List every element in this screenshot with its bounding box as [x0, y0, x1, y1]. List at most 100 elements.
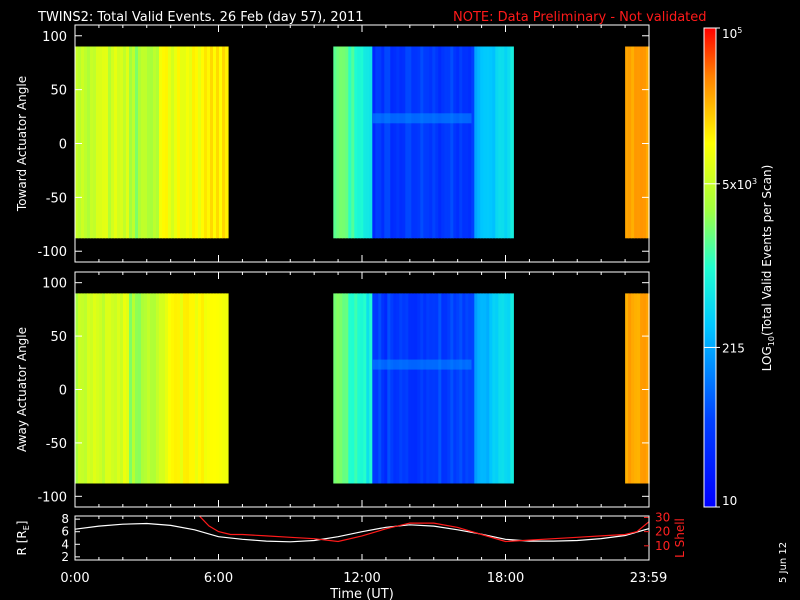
heatmap-cell-column: [471, 46, 475, 239]
heatmap-cell-column: [492, 46, 496, 239]
heatmap-cell-column: [510, 46, 514, 239]
heatmap-cell-column: [507, 293, 511, 484]
heatmap-cell-column: [111, 293, 115, 484]
heatmap-cell-column: [102, 46, 106, 239]
heatmap-cell-column: [210, 46, 214, 239]
heatmap-cell-column: [204, 293, 208, 484]
heatmap-cell-column: [393, 46, 397, 239]
heatmap-cell-column: [640, 293, 644, 484]
x-tick-label: 0:00: [60, 571, 89, 586]
lshell-series-line: [198, 516, 649, 543]
heatmap-cell-column: [477, 46, 481, 239]
x-tick-label: 12:00: [343, 571, 380, 586]
heatmap-cell-column: [366, 293, 370, 484]
heatmap-cell-column: [625, 293, 629, 484]
heatmap-cell-column: [453, 293, 457, 484]
y-tick-label-right: 10: [655, 539, 670, 553]
heatmap-cell-column: [93, 293, 97, 484]
colorbar-tick-exponent: 5: [737, 26, 742, 35]
heatmap-cell-column: [129, 46, 133, 239]
toward-heatmap-panel: 100 50 0 -50 -100 Toward Actuator Angle: [15, 24, 650, 263]
heatmap-cell-column: [381, 46, 385, 239]
heatmap-cell-column: [213, 46, 217, 239]
heatmap-cell-column: [504, 293, 508, 484]
heatmap-cell-column: [198, 293, 202, 484]
heatmap-cell-column: [351, 293, 355, 484]
heatmap-cell-column: [105, 46, 109, 239]
y-tick-label: -100: [37, 245, 67, 260]
radius-series-line: [75, 522, 649, 543]
heatmap-cell-column: [447, 293, 451, 484]
heatmap-cell-column: [423, 46, 427, 239]
heatmap-cell-column: [646, 46, 650, 239]
heatmap-cell-column: [399, 46, 403, 239]
heatmap-cell-column: [108, 293, 112, 484]
heatmap-cell-column: [369, 293, 373, 484]
heatmap-cell-column: [429, 46, 433, 239]
heatmap-cell-column: [126, 46, 130, 239]
heatmap-cell-column: [153, 293, 157, 484]
heatmap-cell-column: [117, 293, 121, 484]
heatmap-cell-column: [628, 46, 632, 239]
heatmap-cell-column: [162, 46, 166, 239]
colorbar-tick-exponent: 3: [752, 177, 757, 186]
y-tick-label: 0: [59, 138, 67, 153]
colorbar-tick-label: 215: [722, 341, 745, 355]
heatmap-cell-column: [426, 46, 430, 239]
heatmap-cell-column: [414, 46, 418, 239]
heatmap-cell-column: [390, 46, 394, 239]
heatmap-cell-column: [393, 293, 397, 484]
heatmap-cell-column: [480, 46, 484, 239]
heatmap-segment: [75, 46, 229, 239]
heatmap-cell-column: [120, 46, 124, 239]
heatmap-cell-column: [372, 293, 376, 484]
heatmap-cell-column: [99, 46, 103, 239]
x-tick-label: 6:00: [204, 571, 233, 586]
heatmap-cell-column: [465, 46, 469, 239]
heatmap-cell-column: [195, 293, 199, 484]
heatmap-segment: [333, 46, 514, 239]
heatmap-cell-column: [396, 46, 400, 239]
heatmap-cell-column: [462, 46, 466, 239]
heatmap-cell-column: [198, 46, 202, 239]
heatmap-cell-column: [640, 46, 644, 239]
heatmap-cell-column: [168, 46, 172, 239]
heatmap-cell-column: [486, 293, 490, 484]
heatmap-cell-column: [123, 293, 127, 484]
heatmap-cell-column: [195, 46, 199, 239]
heatmap-cell-column: [141, 293, 145, 484]
heatmap-cell-column: [414, 293, 418, 484]
heatmap-cell-column: [171, 46, 175, 239]
heatmap-cell-column: [213, 293, 217, 484]
heatmap-cell-column: [366, 46, 370, 239]
heatmap-cell-column: [360, 293, 364, 484]
y-axis-label-subscript: E: [22, 525, 31, 530]
heatmap-cell-column: [402, 46, 406, 239]
heatmap-cell-column: [363, 46, 367, 239]
heatmap-cell-column: [372, 46, 376, 239]
heatmap-cell-column: [135, 293, 139, 484]
heatmap-cell-column: [438, 293, 442, 484]
heatmap-cell-column: [351, 46, 355, 239]
heatmap-cell-column: [144, 293, 148, 484]
heatmap-cell-column: [357, 293, 361, 484]
heatmap-cell-column: [501, 46, 505, 239]
heatmap-cell-column: [432, 293, 436, 484]
heatmap-cell-column: [450, 46, 454, 239]
heatmap-cell-column: [489, 293, 493, 484]
heatmap-cell-column: [192, 46, 196, 239]
heatmap-cell-column: [483, 46, 487, 239]
heatmap-cell-column: [342, 293, 346, 484]
heatmap-cell-column: [435, 293, 439, 484]
heatmap-cell-column: [87, 46, 91, 239]
heatmap-segment: [333, 293, 514, 484]
heatmap-cell-column: [84, 293, 88, 484]
heatmap-cell-column: [634, 46, 638, 239]
heatmap-segment: [625, 46, 650, 239]
heatmap-cell-column: [171, 293, 175, 484]
heatmap-cell-column: [132, 46, 136, 239]
heatmap-cell-column: [210, 293, 214, 484]
heatmap-cell-column: [156, 293, 160, 484]
heatmap-cell-column: [126, 293, 130, 484]
